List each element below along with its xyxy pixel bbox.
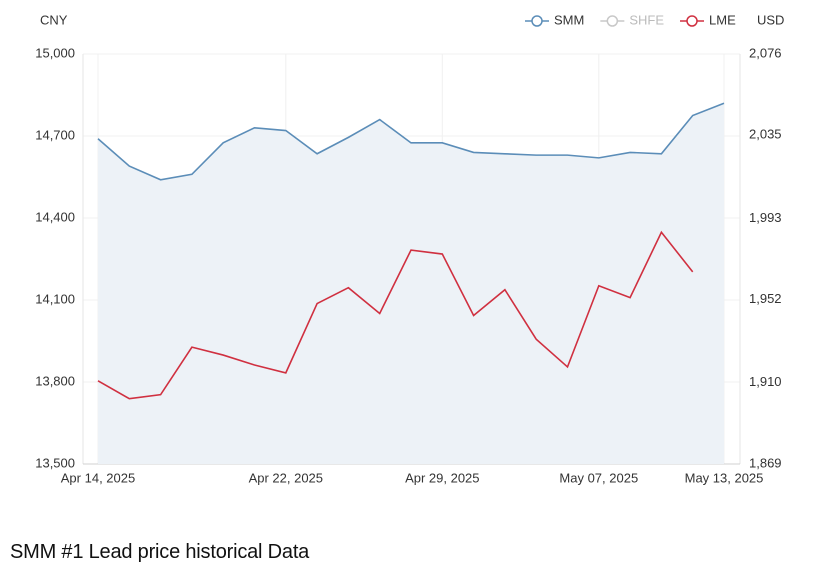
x-tick-label: Apr 22, 2025 xyxy=(249,470,323,485)
legend-symbol xyxy=(686,15,698,27)
y-tick-label: 15,000 xyxy=(35,45,75,60)
y2-tick-label: 1,952 xyxy=(749,291,782,306)
legend-label: LME xyxy=(709,12,736,27)
section-heading: SMM #1 Lead price historical Data xyxy=(10,541,310,563)
y-tick-label: 14,100 xyxy=(35,291,75,306)
y-tick-label: 13,500 xyxy=(35,455,75,470)
legend-symbol xyxy=(531,15,543,27)
legend-label: SMM xyxy=(554,12,584,27)
line xyxy=(97,102,725,181)
y2-tick-label: 1,910 xyxy=(749,374,782,389)
y2-tick-label: 1,869 xyxy=(749,455,782,470)
x-tick-label: Apr 14, 2025 xyxy=(61,470,135,485)
y-tick-label: 14,400 xyxy=(35,209,75,224)
area xyxy=(98,103,724,464)
y2-tick-label: 2,076 xyxy=(749,45,782,60)
legend-label: SHFE xyxy=(629,12,664,27)
x-tick-label: May 07, 2025 xyxy=(559,470,638,485)
x-tick-label: May 13, 2025 xyxy=(685,470,764,485)
chart: CNY USD 13,500 13,800 14,100 14,400 14,700 15… xyxy=(35,12,784,485)
y2-axis-label: USD xyxy=(757,12,784,27)
line xyxy=(97,230,694,400)
y-tick-label: 14,700 xyxy=(35,127,75,142)
y2-tick-label: 1,993 xyxy=(749,210,782,225)
x-tick-label: Apr 29, 2025 xyxy=(405,470,479,485)
y2-tick-label: 2,035 xyxy=(749,127,782,142)
y-tick-label: 13,800 xyxy=(35,373,75,388)
legend-symbol xyxy=(606,15,619,27)
y-axis-label: CNY xyxy=(40,12,68,27)
